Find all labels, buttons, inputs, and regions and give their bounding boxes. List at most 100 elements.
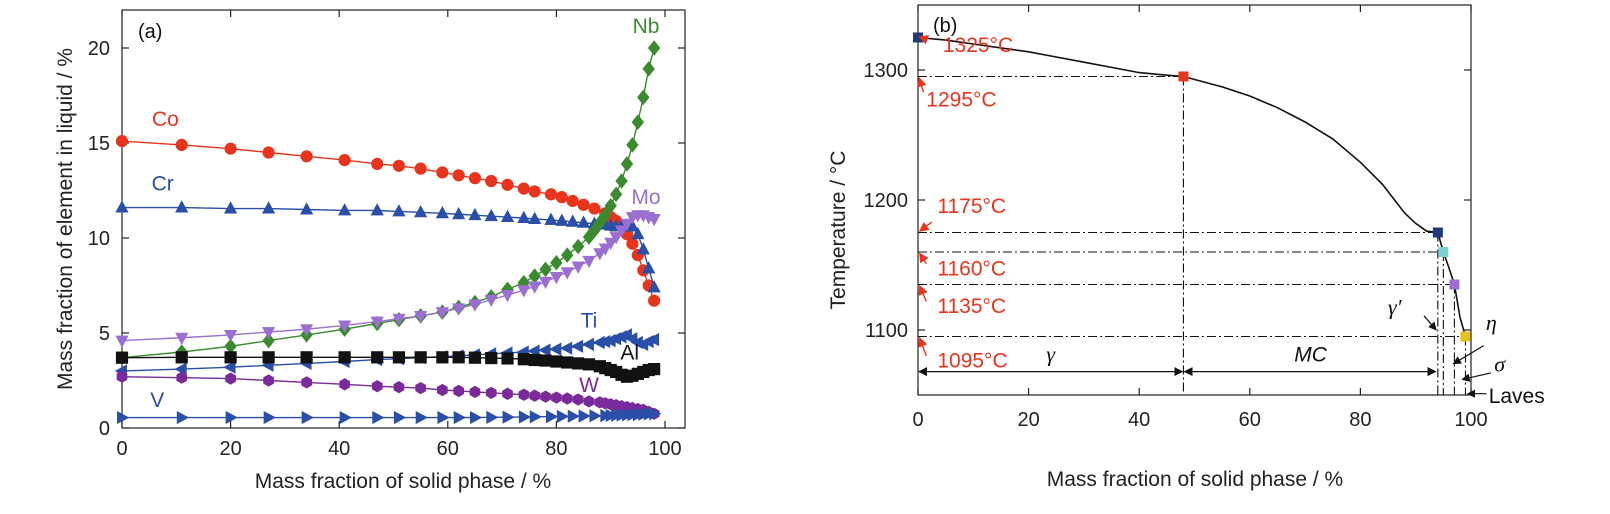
data-point (392, 313, 406, 327)
data-point (414, 310, 428, 324)
data-point (540, 390, 551, 403)
panel-a-plot-frame (121, 9, 686, 429)
data-point (370, 316, 384, 329)
data-point (392, 159, 406, 172)
y-tick-label: 20 (88, 38, 110, 60)
data-point (646, 333, 660, 347)
data-point (571, 261, 585, 274)
data-point (484, 208, 498, 222)
data-point (529, 389, 541, 402)
data-point (437, 383, 448, 397)
data-point (225, 372, 236, 385)
panel-a-ticks: 0 20 40 60 80 100 0 5 10 15 20 (88, 10, 685, 460)
data-point (572, 393, 584, 406)
x-tick-label: 0 (912, 409, 923, 431)
panel-a-series (114, 40, 662, 425)
data-point (500, 209, 515, 223)
data-point (566, 214, 580, 227)
data-point (604, 197, 617, 214)
data-point (263, 374, 274, 387)
data-point (570, 339, 584, 353)
x-tick-label: 100 (1454, 409, 1487, 431)
data-point (572, 357, 585, 370)
data-point (614, 225, 629, 238)
data-point (578, 409, 591, 423)
data-point (528, 353, 541, 367)
data-point (486, 410, 499, 424)
data-point (549, 342, 562, 356)
data-point (436, 351, 449, 364)
data-point (518, 410, 532, 424)
data-point (648, 362, 661, 376)
temperature-label-1: 1295°C (926, 88, 996, 111)
series-label-al: Al (620, 342, 639, 365)
data-point (176, 371, 188, 384)
data-point (559, 341, 573, 355)
mc-phase-label: MC (1294, 344, 1327, 367)
data-point (224, 329, 238, 343)
series-label-cr: Cr (152, 173, 174, 196)
data-point (538, 343, 551, 357)
panel-b: 0 20 40 60 80 100 1100 1200 1300 1325°C 1295°C 117… (827, 4, 1545, 491)
temperature-label-3: 1160°C (937, 257, 1006, 280)
data-point (501, 178, 514, 191)
temperature-arrow (918, 221, 933, 232)
series-label-w: W (579, 374, 599, 397)
panel-b-ticks: 0 20 40 60 80 100 1100 1200 1300 (864, 5, 1488, 431)
data-point (626, 137, 639, 153)
y-tick-label: 1100 (865, 320, 908, 342)
data-point (528, 268, 541, 284)
data-point (262, 351, 275, 364)
sigma-phase-label: σ (1494, 352, 1506, 377)
data-point (555, 213, 569, 226)
temperature-label-0: 1325°C (943, 34, 1013, 57)
panel-b-markers (913, 32, 1471, 342)
data-point (263, 410, 276, 425)
data-point (571, 238, 585, 255)
temperature-arrow (919, 252, 929, 265)
panel-a-x-axis-label: Mass fraction of solid phase / % (255, 470, 551, 493)
data-point (175, 138, 188, 151)
series-label-mo: Mo (631, 186, 660, 209)
data-point (615, 173, 628, 189)
x-tick-label: 60 (437, 438, 459, 460)
data-point (604, 237, 618, 251)
data-point (566, 194, 579, 208)
data-point (528, 211, 542, 224)
data-point (485, 351, 498, 365)
data-point (338, 351, 351, 364)
data-point (338, 154, 351, 167)
data-point (339, 410, 352, 425)
gamma-phase-label: γ (1046, 342, 1056, 367)
data-point (620, 156, 634, 172)
temperature-arrow (918, 336, 928, 357)
data-point (115, 351, 129, 364)
eta-phase-label: η (1486, 310, 1497, 335)
data-point (175, 351, 188, 364)
data-point (555, 191, 568, 204)
data-point (561, 356, 574, 369)
data-point (642, 61, 655, 77)
y-tick-label: 0 (99, 418, 110, 440)
data-point (224, 201, 238, 214)
data-point (529, 410, 542, 424)
data-point (485, 174, 498, 188)
data-point (648, 294, 661, 307)
panel-b-guide-lines (918, 75, 1467, 395)
series-label-co: Co (152, 108, 179, 131)
data-point (415, 381, 426, 395)
temperature-arrow (918, 284, 928, 302)
data-point (550, 355, 563, 368)
data-point (414, 205, 428, 218)
data-point (300, 351, 313, 364)
temperature-marker (1449, 279, 1460, 290)
panel-b-label: (b) (933, 15, 957, 37)
series-al (115, 351, 661, 383)
data-point (539, 354, 552, 367)
data-point (599, 207, 612, 223)
gamma-prime-arrow (1423, 315, 1437, 331)
data-point (453, 410, 466, 425)
data-point (560, 267, 574, 280)
temperature-arrow (917, 76, 927, 93)
data-point (262, 332, 275, 349)
